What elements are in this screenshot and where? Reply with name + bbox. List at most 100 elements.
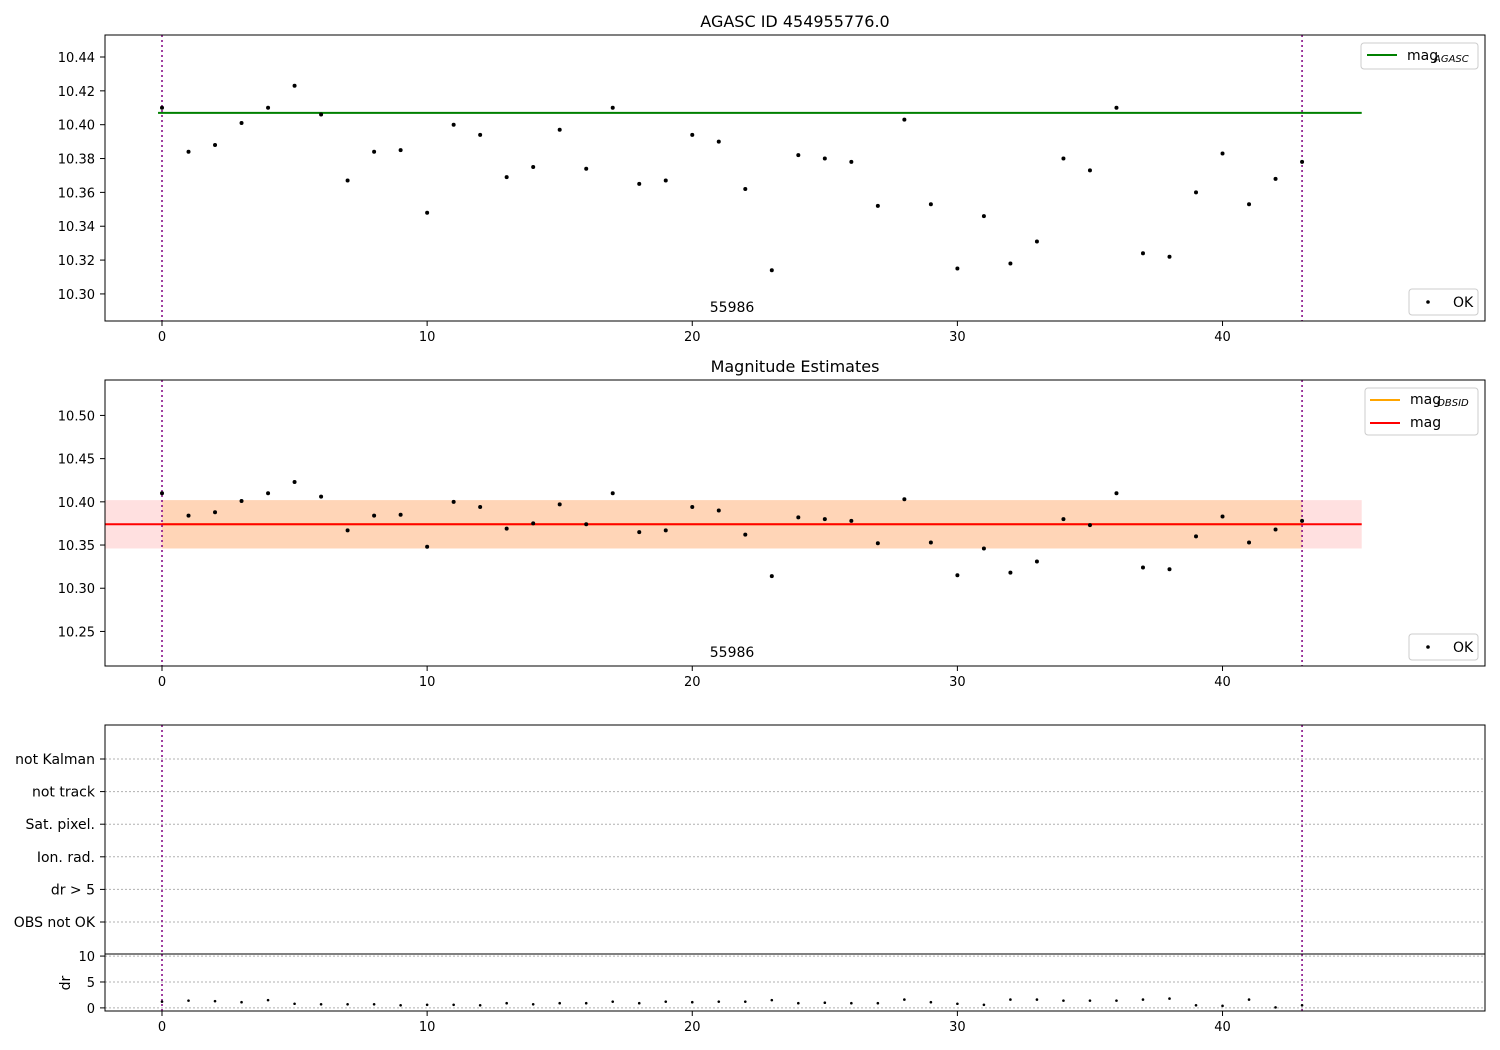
agasc-point bbox=[584, 166, 589, 171]
dr-point bbox=[717, 1000, 721, 1003]
estimates-point bbox=[981, 546, 986, 551]
estimates-point bbox=[637, 530, 642, 535]
dr-ytick-label: 5 bbox=[87, 976, 95, 991]
estimates-point bbox=[213, 510, 218, 515]
estimates-point bbox=[902, 497, 907, 502]
dr-xtick-label: 0 bbox=[158, 1020, 166, 1035]
estimates-point bbox=[239, 498, 244, 503]
estimates-point bbox=[266, 491, 271, 496]
panel-flags: not Kalman not track Sat. pixel. Ion. rad. d… bbox=[14, 724, 1486, 1035]
dr-point bbox=[929, 1000, 933, 1004]
dr-point bbox=[770, 998, 774, 1002]
agasc-ytick-label: 10.30 bbox=[58, 288, 95, 303]
agasc-ytick-label: 10.40 bbox=[58, 119, 95, 134]
agasc-point bbox=[849, 159, 854, 164]
legend-obsid-sub: OBSID bbox=[1437, 398, 1469, 409]
dr-point bbox=[213, 999, 217, 1003]
estimates-point bbox=[1220, 514, 1225, 519]
estimates-point bbox=[1167, 567, 1172, 572]
agasc-point bbox=[1194, 190, 1199, 195]
estimates-point bbox=[451, 499, 456, 504]
estimates-ytick-label: 10.45 bbox=[58, 453, 95, 468]
dr-point bbox=[1247, 998, 1251, 1001]
estimates-xtick-label: 10 bbox=[419, 675, 436, 690]
estimates-point bbox=[928, 540, 933, 545]
legend-ok-1: OK bbox=[1408, 288, 1479, 316]
agasc-point bbox=[213, 143, 218, 147]
dr-point bbox=[1062, 999, 1065, 1002]
dr-point bbox=[876, 1001, 880, 1005]
agasc-point bbox=[451, 122, 456, 127]
estimates-point bbox=[345, 528, 350, 533]
estimates-point bbox=[1087, 523, 1092, 528]
flag-label: not track bbox=[32, 785, 96, 801]
estimates-xtick-label: 0 bbox=[158, 675, 166, 690]
estimates-point bbox=[1114, 491, 1119, 496]
estimates-ytick-label: 10.40 bbox=[58, 496, 95, 511]
agasc-point bbox=[531, 165, 536, 169]
panel-agasc-title: AGASC ID 454955776.0 bbox=[700, 12, 889, 31]
dr-point bbox=[266, 998, 270, 1002]
agasc-point bbox=[398, 148, 403, 153]
dr-ytick-label: 0 bbox=[87, 1002, 95, 1017]
dr-point bbox=[558, 1001, 561, 1005]
estimates-point bbox=[1061, 517, 1066, 522]
dr-point bbox=[452, 1003, 455, 1007]
dr-point bbox=[1115, 999, 1118, 1002]
agasc-point bbox=[1273, 176, 1278, 181]
obsid-label: 55986 bbox=[710, 645, 755, 661]
dr-point bbox=[850, 1001, 853, 1005]
dr-point bbox=[797, 1001, 800, 1005]
agasc-point bbox=[1114, 105, 1119, 110]
panel-estimates-frame bbox=[104, 379, 1486, 667]
dr-point bbox=[1009, 998, 1012, 1001]
estimates-ytick-label: 10.30 bbox=[58, 582, 95, 597]
agasc-ytick-label: 10.34 bbox=[58, 220, 95, 235]
estimates-point bbox=[796, 515, 801, 520]
agasc-point bbox=[1300, 159, 1305, 164]
agasc-point bbox=[504, 175, 509, 180]
agasc-point bbox=[822, 156, 827, 161]
legend-obsid-label: mag bbox=[1410, 392, 1441, 408]
flag-label: Ion. rad. bbox=[37, 850, 95, 866]
dr-point bbox=[903, 998, 906, 1001]
estimates-point bbox=[769, 574, 774, 579]
estimates-point bbox=[425, 544, 430, 549]
agasc-point bbox=[319, 112, 324, 117]
agasc-point bbox=[372, 149, 377, 154]
agasc-ytick-label: 10.36 bbox=[58, 186, 95, 201]
estimates-point bbox=[822, 517, 827, 522]
estimates-xtick-label: 20 bbox=[684, 675, 701, 690]
agasc-point bbox=[1061, 156, 1066, 161]
agasc-xtick-label: 20 bbox=[684, 330, 701, 345]
agasc-xtick-label: 0 bbox=[158, 330, 166, 345]
estimates-point bbox=[292, 479, 297, 484]
estimates-point bbox=[849, 518, 854, 523]
agasc-point bbox=[690, 132, 695, 137]
estimates-point bbox=[504, 526, 509, 531]
agasc-point bbox=[239, 121, 244, 125]
dr-point bbox=[319, 1002, 323, 1006]
agasc-point bbox=[186, 149, 191, 154]
estimates-point bbox=[319, 494, 324, 499]
agasc-point bbox=[902, 117, 907, 122]
dr-point bbox=[1221, 1004, 1224, 1008]
dr-point bbox=[399, 1004, 402, 1007]
dr-point bbox=[637, 1001, 641, 1005]
agasc-point bbox=[796, 153, 801, 158]
estimates-point bbox=[663, 528, 668, 533]
agasc-xtick-label: 10 bbox=[419, 330, 436, 345]
agasc-point bbox=[875, 203, 880, 208]
agasc-point bbox=[478, 132, 483, 137]
estimates-point bbox=[584, 522, 589, 527]
obsid-label: 55986 bbox=[710, 300, 755, 316]
agasc-point bbox=[955, 266, 960, 271]
estimates-point bbox=[610, 491, 615, 496]
agasc-point bbox=[637, 181, 642, 186]
panel-agasc-frame bbox=[104, 34, 1486, 322]
dr-point bbox=[531, 1002, 535, 1006]
dr-point bbox=[823, 1001, 827, 1005]
panel-estimates: Magnitude Estimates 55986 0 10 20 30 40 10.25 1… bbox=[58, 357, 1486, 690]
dr-point bbox=[293, 1002, 296, 1006]
